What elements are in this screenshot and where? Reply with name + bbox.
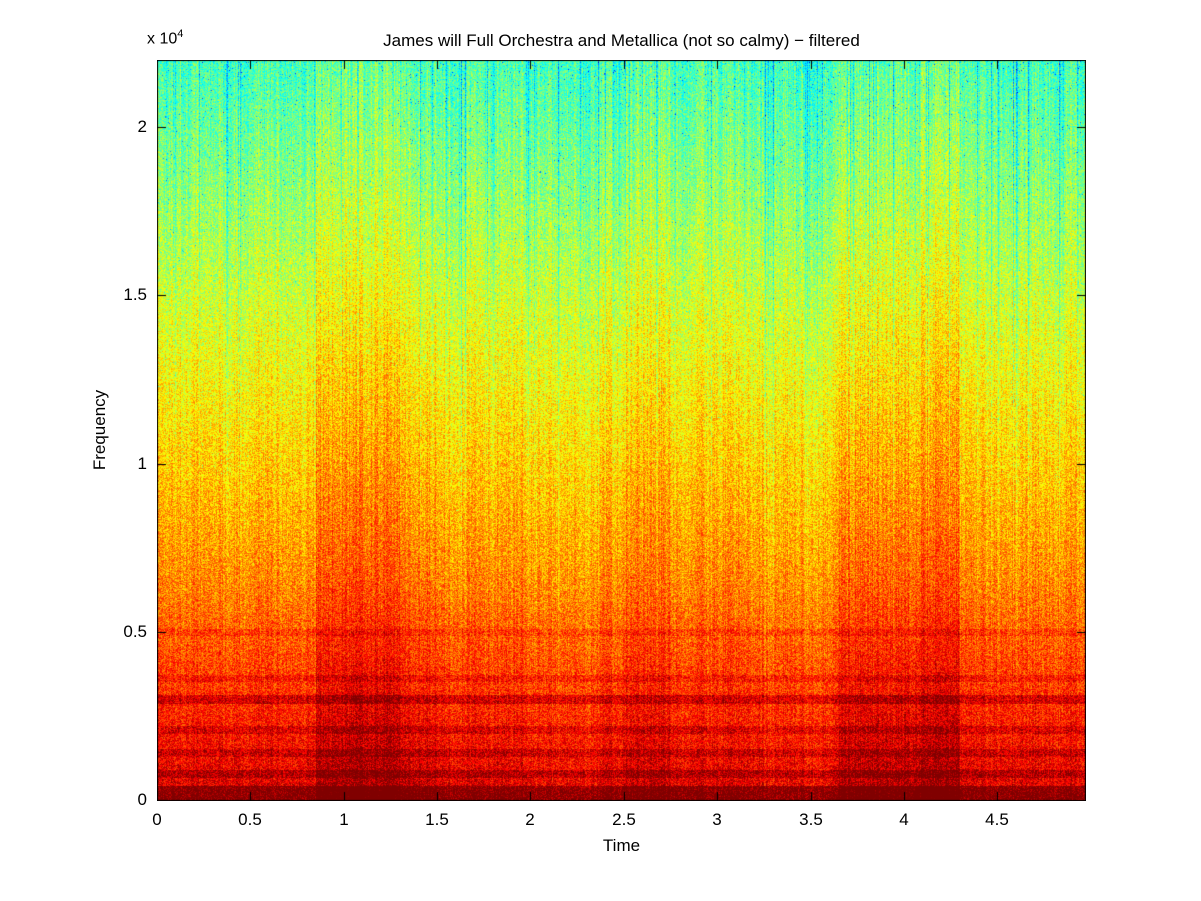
chart-title: James will Full Orchestra and Metallica … bbox=[383, 31, 860, 50]
x-tick-label: 0.5 bbox=[238, 810, 262, 829]
x-tick-label: 3 bbox=[712, 810, 722, 829]
x-tick-label: 1 bbox=[339, 810, 349, 829]
y-tick-label: 1.5 bbox=[123, 285, 147, 304]
spectrogram-plot-area bbox=[157, 60, 1086, 801]
x-tick-label: 0 bbox=[152, 810, 162, 829]
x-tick-label: 1.5 bbox=[425, 810, 449, 829]
x-tick-label: 4 bbox=[899, 810, 909, 829]
x-tick-label: 2.5 bbox=[612, 810, 636, 829]
x-tick-label: 2 bbox=[525, 810, 535, 829]
y-tick-label: 0 bbox=[137, 790, 147, 809]
x-tick-label: 4.5 bbox=[985, 810, 1009, 829]
y-axis-multiplier-base: x 10 bbox=[147, 30, 178, 48]
x-axis-label: Time bbox=[602, 836, 641, 855]
y-axis-multiplier: x 104 bbox=[147, 28, 183, 48]
y-tick-label: 0.5 bbox=[123, 622, 147, 641]
y-tick-label: 2 bbox=[137, 117, 147, 136]
y-tick-label: 1 bbox=[137, 454, 147, 473]
x-tick-label: 3.5 bbox=[799, 810, 823, 829]
y-axis-multiplier-exponent: 4 bbox=[177, 28, 184, 40]
